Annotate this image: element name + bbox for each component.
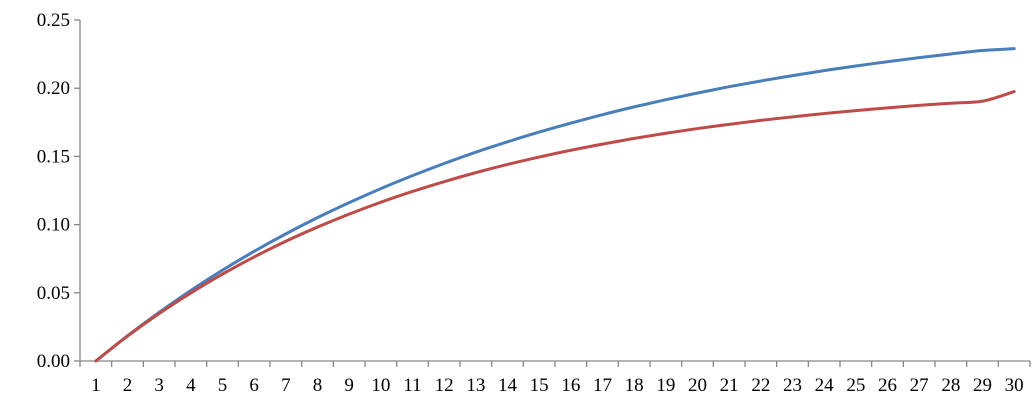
x-axis: 1 2 3 4 5 6 7 8 9 10 11 12 13 14 15 16 17 18 19 20 21 22 23 24 2… <box>79 360 1031 396</box>
x-tick-label: 26 <box>878 375 897 396</box>
y-tick-label: 0.20 <box>37 78 70 99</box>
x-tick-label: 24 <box>815 375 835 396</box>
y-tick-label: 0.05 <box>37 283 70 304</box>
x-tick-label: 23 <box>783 375 802 396</box>
y-tick-label: 0.10 <box>37 215 70 236</box>
x-tick-label: 7 <box>281 375 291 396</box>
y-tick-label: 0.25 <box>37 10 70 31</box>
x-tick-label: 21 <box>720 375 739 396</box>
x-tick-label: 19 <box>656 375 675 396</box>
x-tick-label: 22 <box>751 375 770 396</box>
y-axis: 0.00 0.05 0.10 0.15 0.20 0.25 <box>37 10 81 372</box>
x-tick-label: 12 <box>435 375 454 396</box>
x-tick-label: 10 <box>371 375 390 396</box>
x-tick-label: 13 <box>466 375 485 396</box>
x-tick-label: 25 <box>846 375 865 396</box>
x-tick-label: 29 <box>973 375 992 396</box>
x-tick-label: 15 <box>530 375 549 396</box>
x-tick-label: 28 <box>941 375 960 396</box>
y-tick-label: 0.15 <box>37 146 70 167</box>
x-tick-label: 1 <box>91 375 101 396</box>
x-tick-label: 4 <box>186 375 196 396</box>
x-tick-label: 11 <box>403 375 421 396</box>
x-tick-label: 9 <box>344 375 354 396</box>
x-tick-label: 14 <box>498 375 518 396</box>
x-tick-label: 30 <box>1005 375 1024 396</box>
x-tick-label: 17 <box>593 375 612 396</box>
x-tick-label: 20 <box>688 375 707 396</box>
x-tick-label: 2 <box>123 375 133 396</box>
x-tick-label: 3 <box>154 375 164 396</box>
x-tick-label: 8 <box>313 375 323 396</box>
series-line-1 <box>94 47 1016 363</box>
x-tick-label: 18 <box>625 375 644 396</box>
x-tick-label: 27 <box>910 375 929 396</box>
x-tick-label: 6 <box>249 375 259 396</box>
series-lines <box>94 47 1016 363</box>
x-tick-label: 16 <box>561 375 580 396</box>
x-tick-label: 5 <box>218 375 228 396</box>
series-line-2 <box>94 90 1016 363</box>
y-tick-label: 0.00 <box>37 351 70 372</box>
